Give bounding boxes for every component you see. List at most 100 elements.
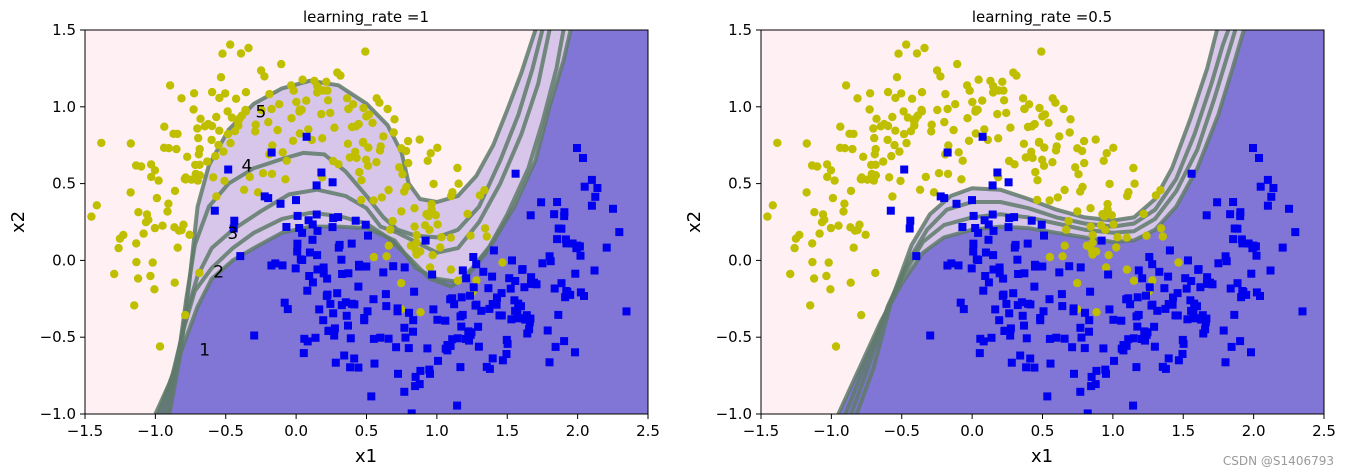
point-class-0 bbox=[152, 193, 162, 203]
point-class-1 bbox=[974, 228, 983, 237]
point-class-1 bbox=[479, 267, 488, 276]
point-class-1 bbox=[485, 304, 494, 313]
point-class-1 bbox=[1221, 252, 1230, 261]
point-class-1 bbox=[1247, 269, 1256, 278]
point-class-0 bbox=[372, 158, 381, 167]
point-class-0 bbox=[786, 269, 795, 279]
point-class-0 bbox=[215, 93, 224, 103]
point-class-0 bbox=[194, 150, 203, 159]
point-class-0 bbox=[897, 89, 906, 98]
point-class-0 bbox=[389, 128, 398, 137]
point-class-0 bbox=[1078, 182, 1087, 192]
point-class-1 bbox=[401, 333, 410, 342]
point-class-0 bbox=[292, 97, 301, 107]
point-class-1 bbox=[1194, 265, 1203, 274]
point-class-0 bbox=[1060, 241, 1069, 250]
point-class-0 bbox=[425, 225, 434, 234]
point-class-1 bbox=[1252, 288, 1261, 297]
point-class-1 bbox=[1026, 354, 1035, 363]
point-class-0 bbox=[342, 94, 352, 103]
point-class-1 bbox=[298, 256, 307, 264]
point-class-0 bbox=[384, 241, 393, 250]
point-class-1 bbox=[969, 239, 978, 248]
y-tick-label: 1.0 bbox=[728, 98, 752, 116]
point-class-1 bbox=[498, 356, 507, 365]
point-class-1 bbox=[312, 181, 321, 190]
point-class-0 bbox=[830, 176, 839, 185]
point-class-1 bbox=[1007, 358, 1016, 367]
point-class-1 bbox=[573, 144, 581, 152]
point-class-0 bbox=[148, 258, 157, 267]
point-class-1 bbox=[1060, 334, 1069, 343]
decision-boundary-2 bbox=[156, 30, 566, 414]
point-class-0 bbox=[364, 143, 373, 152]
point-class-1 bbox=[518, 265, 527, 274]
point-class-1 bbox=[622, 307, 631, 316]
point-class-1 bbox=[995, 263, 1004, 272]
point-class-1 bbox=[344, 269, 353, 278]
point-class-0 bbox=[196, 114, 205, 124]
point-class-1 bbox=[1016, 351, 1025, 360]
point-class-0 bbox=[312, 88, 322, 97]
point-class-0 bbox=[275, 100, 284, 109]
point-class-0 bbox=[1065, 128, 1074, 137]
point-class-0 bbox=[883, 87, 893, 97]
point-class-0 bbox=[988, 88, 998, 97]
point-class-1 bbox=[1036, 316, 1045, 325]
x-tick-label: −1.0 bbox=[813, 422, 849, 440]
point-class-1 bbox=[1083, 409, 1092, 414]
point-class-1 bbox=[1045, 334, 1054, 343]
point-class-0 bbox=[369, 196, 378, 205]
point-class-0 bbox=[1113, 233, 1122, 242]
point-class-1 bbox=[409, 316, 418, 325]
point-class-1 bbox=[1109, 315, 1118, 324]
point-class-1 bbox=[560, 208, 569, 217]
point-class-0 bbox=[298, 75, 307, 84]
point-class-0 bbox=[364, 110, 374, 119]
point-class-1 bbox=[575, 242, 584, 251]
point-class-1 bbox=[1027, 216, 1036, 225]
point-class-0 bbox=[954, 148, 963, 157]
point-class-1 bbox=[1133, 322, 1142, 331]
point-class-1 bbox=[313, 265, 322, 274]
point-class-1 bbox=[337, 301, 346, 310]
point-class-1 bbox=[1145, 253, 1154, 261]
point-class-0 bbox=[150, 285, 159, 294]
point-class-1 bbox=[462, 274, 471, 283]
point-class-1 bbox=[550, 210, 559, 219]
point-class-0 bbox=[114, 243, 123, 253]
point-class-0 bbox=[395, 163, 404, 172]
point-class-1 bbox=[576, 288, 585, 297]
point-class-0 bbox=[110, 269, 119, 279]
point-class-1 bbox=[523, 329, 532, 338]
point-class-0 bbox=[1139, 209, 1148, 219]
x-tick-label: 1.0 bbox=[425, 422, 449, 440]
point-class-1 bbox=[520, 283, 529, 292]
point-class-0 bbox=[130, 301, 139, 310]
point-class-0 bbox=[1124, 188, 1133, 197]
point-class-0 bbox=[281, 175, 290, 184]
point-class-1 bbox=[1006, 331, 1015, 340]
y-tick-label: 0.5 bbox=[728, 175, 752, 193]
point-class-0 bbox=[1018, 94, 1028, 103]
point-class-1 bbox=[474, 322, 483, 331]
point-class-0 bbox=[839, 207, 848, 216]
point-class-1 bbox=[998, 291, 1007, 300]
point-class-0 bbox=[355, 167, 364, 177]
point-class-1 bbox=[1222, 257, 1231, 266]
point-class-0 bbox=[453, 163, 462, 173]
point-class-1 bbox=[1124, 294, 1133, 303]
point-class-0 bbox=[1104, 251, 1113, 260]
point-class-0 bbox=[790, 243, 799, 253]
point-class-0 bbox=[304, 125, 313, 134]
point-class-0 bbox=[384, 185, 393, 195]
point-class-0 bbox=[154, 176, 163, 185]
point-class-1 bbox=[1227, 342, 1236, 351]
point-class-1 bbox=[394, 369, 402, 378]
point-class-1 bbox=[291, 264, 300, 273]
point-class-1 bbox=[1081, 308, 1089, 317]
point-class-1 bbox=[513, 309, 522, 318]
point-class-1 bbox=[517, 302, 525, 311]
point-class-1 bbox=[602, 243, 611, 252]
point-class-1 bbox=[303, 337, 312, 346]
